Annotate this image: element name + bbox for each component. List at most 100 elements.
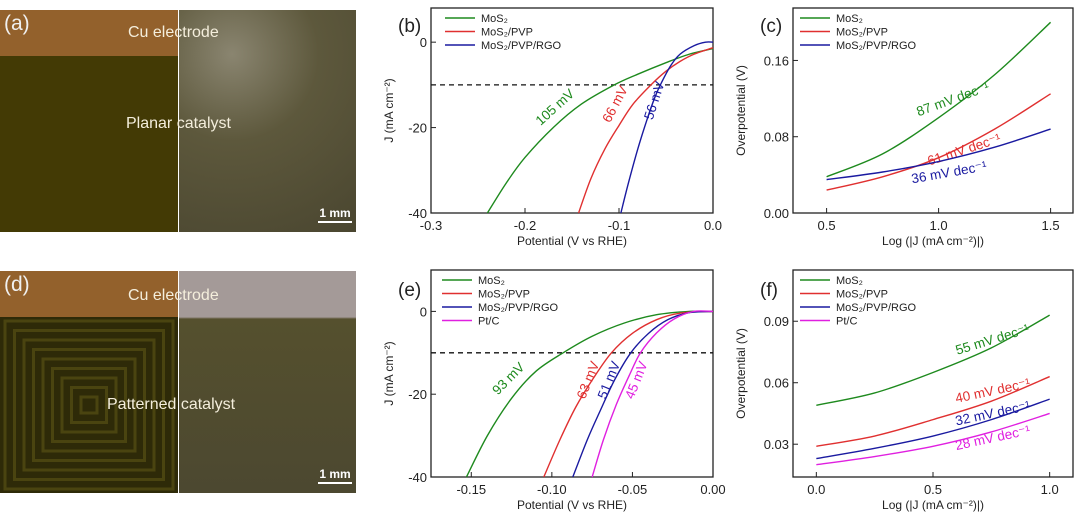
chart-b: (b) -0.3 -0.2 -0.1 0.0 0 -20 -40 Potential (V vs… bbox=[382, 7, 722, 248]
legend-label: MoS₂/PVP/RGO bbox=[836, 302, 917, 314]
slope-annotation: 36 mV dec⁻¹ bbox=[910, 158, 988, 186]
slope-annotation: 55 mV dec⁻¹ bbox=[954, 321, 1032, 358]
y-tick-label: -40 bbox=[408, 470, 427, 485]
patterned-catalyst-label: Patterned catalyst bbox=[107, 396, 236, 413]
spiral-ring bbox=[60, 376, 118, 434]
panel-label: (f) bbox=[760, 280, 778, 301]
y-tick-label: 0.16 bbox=[764, 53, 789, 68]
legend-label: MoS₂ bbox=[836, 275, 863, 287]
scale-bar: 1 mm bbox=[318, 467, 352, 484]
x-tick-label: -0.15 bbox=[456, 482, 486, 497]
spiral-ring bbox=[32, 348, 146, 462]
legend-label: MoS₂/PVP bbox=[836, 289, 888, 301]
photo-planar-schematic bbox=[0, 10, 178, 232]
photo-patterned-schematic bbox=[0, 271, 178, 493]
spiral-ring bbox=[51, 367, 127, 443]
x-axis-label: Potential (V vs RHE) bbox=[517, 498, 627, 512]
photo-planar-micrograph bbox=[179, 10, 356, 232]
y-tick-label: 0.03 bbox=[764, 437, 789, 452]
legend-label: MoS₂ bbox=[478, 275, 505, 287]
legend-label: MoS₂/PVP/RGO bbox=[836, 40, 917, 52]
chart-e: (e) -0.15 -0.10 -0.05 0.00 0 -20 -40 Potential (… bbox=[382, 269, 726, 512]
x-tick-label: 0.0 bbox=[807, 482, 825, 497]
spiral-ring bbox=[70, 386, 108, 424]
y-tick-label: 0.09 bbox=[764, 314, 789, 329]
chart-c: (c) 0.5 1.0 1.5 0.00 0.08 0.16 Log (|J (mA cm⁻²… bbox=[734, 7, 1074, 248]
series-line-2 bbox=[826, 128, 1051, 181]
cu-electrode-band bbox=[0, 10, 178, 56]
legend-label: MoS₂/PVP bbox=[478, 289, 530, 301]
x-axis-label: Log (|J (mA cm⁻²)|) bbox=[882, 234, 984, 248]
cu-electrode-label: Cu electrode bbox=[128, 287, 219, 304]
spiral-ring bbox=[22, 338, 156, 472]
panel-label: (e) bbox=[398, 280, 421, 301]
series-line-0 bbox=[486, 47, 714, 214]
spiral-pattern bbox=[3, 319, 175, 491]
series-line-3 bbox=[591, 310, 714, 478]
y-tick-label: -20 bbox=[408, 387, 427, 402]
legend-label: MoS₂/PVP bbox=[481, 27, 533, 39]
spiral-ring bbox=[79, 395, 99, 415]
series-line-2 bbox=[620, 41, 714, 214]
legend-label: MoS₂ bbox=[481, 13, 508, 25]
slope-annotation: 56 mV bbox=[641, 80, 667, 122]
series-line-3 bbox=[816, 412, 1050, 466]
slope-annotation: 66 mV bbox=[599, 83, 631, 125]
series-line-2 bbox=[816, 398, 1050, 460]
scale-bar: 1 mm bbox=[318, 206, 352, 223]
series-line-1 bbox=[577, 47, 714, 214]
slope-annotation: 105 mV bbox=[533, 86, 578, 128]
x-tick-label: -0.05 bbox=[618, 482, 648, 497]
x-tick-label: 0.00 bbox=[700, 482, 725, 497]
panel-label-a: (a) bbox=[4, 12, 30, 35]
photo-planar: (a) Cu electrode Planar catalyst 1 mm bbox=[0, 10, 356, 232]
cu-electrode-label: Cu electrode bbox=[128, 24, 219, 41]
x-tick-label: 0.5 bbox=[818, 218, 836, 233]
y-tick-label: 0.08 bbox=[764, 130, 789, 145]
plot-frame bbox=[430, 269, 714, 478]
x-tick-label: 1.0 bbox=[1041, 482, 1059, 497]
slope-annotation: 87 mV dec⁻¹ bbox=[914, 79, 991, 119]
series-line-1 bbox=[826, 93, 1051, 191]
x-axis-label: Log (|J (mA cm⁻²)|) bbox=[882, 498, 984, 512]
legend-label: Pt/C bbox=[478, 316, 499, 328]
y-tick-label: 0.06 bbox=[764, 376, 789, 391]
y-tick-label: 0 bbox=[420, 304, 427, 319]
series-line-0 bbox=[816, 314, 1051, 406]
legend-label: MoS₂/PVP/RGO bbox=[478, 302, 559, 314]
y-tick-label: -20 bbox=[408, 121, 427, 136]
panel-label: (c) bbox=[760, 16, 782, 37]
panel-label-d: (d) bbox=[4, 273, 30, 296]
series-line-0 bbox=[826, 21, 1052, 178]
x-tick-label: 0.0 bbox=[704, 218, 722, 233]
series-line-2 bbox=[572, 310, 714, 478]
series-line-1 bbox=[816, 375, 1050, 447]
y-axis-label: Overpotential (V) bbox=[734, 328, 748, 419]
x-tick-label: -0.2 bbox=[514, 218, 536, 233]
legend-label: Pt/C bbox=[836, 316, 857, 328]
y-tick-label: -40 bbox=[408, 206, 427, 221]
spiral-ring bbox=[3, 319, 175, 491]
scale-bar-label: 1 mm bbox=[319, 467, 351, 481]
y-axis-label: J (mA cm⁻²) bbox=[382, 78, 396, 142]
x-tick-label: -0.1 bbox=[608, 218, 630, 233]
x-axis-label: Potential (V vs RHE) bbox=[517, 234, 627, 248]
cu-electrode-band bbox=[0, 271, 178, 317]
slope-annotation: 93 mV bbox=[489, 359, 527, 397]
spiral-ring bbox=[13, 329, 165, 481]
series-line-1 bbox=[543, 310, 714, 478]
plot-frame bbox=[792, 7, 1074, 214]
y-axis-label: J (mA cm⁻²) bbox=[382, 341, 396, 405]
series-line-0 bbox=[465, 310, 714, 478]
y-axis-label: Overpotential (V) bbox=[734, 65, 748, 156]
legend-label: MoS₂/PVP/RGO bbox=[481, 40, 562, 52]
chart-f: (f) 0.0 0.5 1.0 0.03 0.06 0.09 Log (|J (mA cm⁻²… bbox=[734, 269, 1074, 512]
y-tick-label: 0 bbox=[420, 35, 427, 50]
x-tick-label: -0.3 bbox=[420, 218, 442, 233]
photo-patterned-micrograph bbox=[179, 271, 356, 493]
x-tick-label: 1.0 bbox=[930, 218, 948, 233]
legend-label: MoS₂/PVP bbox=[836, 27, 888, 39]
x-tick-label: 1.5 bbox=[1042, 218, 1060, 233]
